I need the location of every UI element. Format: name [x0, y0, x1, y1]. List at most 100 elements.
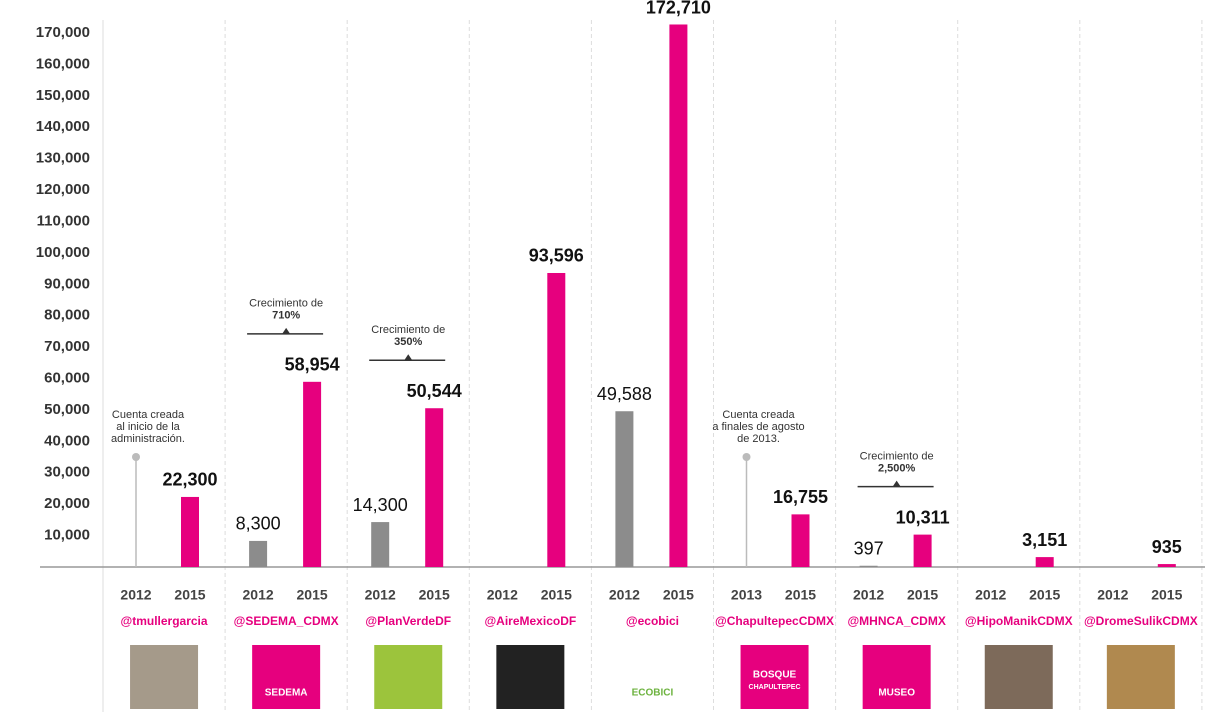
logo-text: BOSQUE	[753, 670, 797, 681]
value-label: 8,300	[236, 514, 281, 534]
note: administración.	[111, 433, 185, 445]
note: 710%	[272, 310, 300, 322]
note-pin-head	[132, 453, 140, 461]
bar	[615, 411, 634, 567]
year-label: 2015	[541, 587, 572, 603]
year-label: 2012	[609, 587, 640, 603]
account-name: @ecobici	[626, 614, 679, 628]
note: 2,500%	[878, 463, 916, 475]
year-label: 2012	[487, 587, 518, 603]
y-tick-label: 100,000	[36, 244, 90, 261]
logo	[130, 645, 199, 709]
bar	[371, 522, 390, 567]
y-tick-label: 20,000	[44, 495, 90, 512]
note: a finales de agosto	[712, 421, 804, 433]
bar	[425, 408, 444, 567]
logo	[740, 645, 809, 709]
year-label: 2015	[663, 587, 694, 603]
note-pin-head	[742, 453, 751, 461]
y-tick-label: 50,000	[44, 401, 90, 418]
account-name: @HipoManikCDMX	[965, 614, 1073, 628]
logo	[496, 645, 565, 709]
bar	[669, 24, 688, 567]
year-label: 2015	[785, 587, 816, 603]
y-tick-label: 120,000	[36, 181, 90, 198]
value-label: 935	[1152, 537, 1182, 557]
bar	[181, 496, 199, 567]
y-tick-label: 10,000	[44, 527, 90, 544]
year-label: 2012	[243, 587, 274, 603]
y-tick-label: 150,000	[36, 87, 90, 104]
value-label: 397	[854, 539, 884, 559]
bar	[547, 272, 566, 567]
year-label: 2015	[1151, 587, 1182, 603]
note-arrow	[282, 327, 291, 334]
note: 350%	[394, 336, 422, 348]
y-tick-label: 170,000	[36, 24, 90, 41]
year-label: 2013	[731, 587, 762, 603]
logo	[1106, 645, 1175, 709]
logo	[252, 645, 321, 709]
logo	[618, 645, 687, 709]
account-name: @AireMexicoDF	[484, 614, 576, 628]
bar	[249, 540, 268, 567]
logo	[984, 645, 1053, 709]
y-tick-label: 90,000	[44, 275, 90, 292]
value-label: 14,300	[353, 495, 408, 515]
note: al inicio de la	[116, 421, 180, 433]
note-arrow	[404, 354, 413, 361]
year-label: 2015	[907, 587, 938, 603]
year-label: 2015	[419, 587, 450, 603]
y-tick-label: 70,000	[44, 338, 90, 355]
year-label: 2015	[1029, 587, 1060, 603]
value-label: 172,710	[646, 0, 711, 17]
value-label: 93,596	[529, 246, 584, 266]
bar	[303, 381, 322, 567]
note: Crecimiento de	[860, 451, 934, 463]
note: Crecimiento de	[249, 298, 323, 310]
year-label: 2015	[174, 587, 205, 603]
account-name: @DromeSulikCDMX	[1084, 614, 1198, 628]
y-tick-label: 60,000	[44, 369, 90, 386]
y-tick-label: 160,000	[36, 55, 90, 72]
bar	[791, 514, 810, 567]
value-label: 58,954	[285, 355, 340, 375]
bar	[1035, 557, 1054, 567]
y-tick-label: 40,000	[44, 432, 90, 449]
account-name: @MHNCA_CDMX	[847, 614, 945, 628]
account-name: @SEDEMA_CDMX	[234, 614, 339, 628]
logo-text: MUSEO	[878, 688, 915, 699]
year-label: 2015	[297, 587, 328, 603]
note: Cuenta creada	[722, 409, 795, 421]
year-label: 2012	[975, 587, 1006, 603]
year-label: 2012	[365, 587, 396, 603]
value-label: 10,311	[896, 507, 950, 527]
logo	[374, 645, 443, 709]
account-name: @tmullergarcia	[121, 614, 208, 628]
y-tick-label: 30,000	[44, 464, 90, 481]
y-tick-label: 110,000	[37, 212, 90, 229]
y-tick-label: 130,000	[36, 150, 90, 167]
logo	[862, 645, 931, 709]
bar	[859, 565, 878, 567]
year-label: 2012	[120, 587, 151, 603]
note-arrow	[892, 480, 901, 487]
y-tick-label: 80,000	[44, 307, 90, 324]
value-label: 49,588	[597, 384, 652, 404]
logo-text: SEDEMA	[265, 688, 308, 699]
account-name: @ChapultepecCDMX	[715, 614, 834, 628]
value-label: 22,300	[162, 470, 217, 490]
account-name: @PlanVerdeDF	[365, 614, 451, 628]
logo-text: ECOBICI	[632, 688, 674, 699]
note: Crecimiento de	[371, 324, 445, 336]
bar	[913, 534, 932, 567]
note: de 2013.	[737, 433, 780, 445]
value-label: 50,544	[407, 381, 462, 401]
value-label: 3,151	[1022, 530, 1067, 550]
value-label: 16,755	[773, 487, 828, 507]
note: Cuenta creada	[112, 409, 185, 421]
logo-text: CHAPULTEPEC	[749, 684, 801, 691]
bar	[1157, 564, 1176, 567]
year-label: 2012	[1097, 587, 1128, 603]
